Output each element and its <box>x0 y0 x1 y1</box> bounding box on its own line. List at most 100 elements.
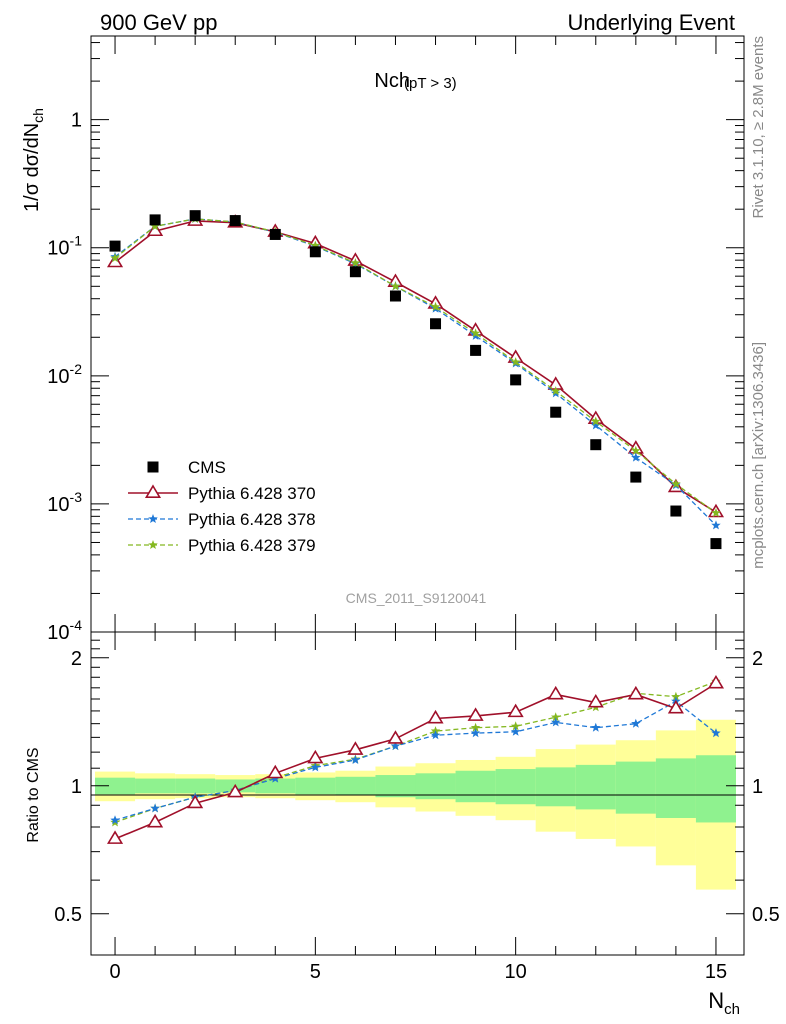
green-band-segment <box>295 777 336 795</box>
series-line <box>114 680 717 824</box>
ratio-y-tick-label-left: 1 <box>71 776 82 798</box>
x-axis-label: Nch <box>708 988 740 1018</box>
series-2 <box>110 213 721 530</box>
data-point-legend <box>148 540 158 549</box>
data-point-6 <box>349 266 361 278</box>
ratio-ticks: 0.5 0.5 1 1 2 2 0 5 10 15 <box>54 632 780 983</box>
x-tick-label: 0 <box>109 961 120 983</box>
x-tick-label: 5 <box>310 961 321 983</box>
data-point-8 <box>427 709 444 724</box>
series-line <box>114 682 717 840</box>
green-band-segment <box>375 775 416 798</box>
y-axis-label-main: 1/σ dσ/dN <box>21 123 43 212</box>
green-band-segment <box>695 755 736 823</box>
series-line <box>114 700 717 821</box>
legend-item-0: CMS <box>147 458 226 477</box>
legend-item-3: Pythia 6.428 379 <box>128 536 316 555</box>
data-point-6 <box>350 258 361 268</box>
data-point-3 <box>229 215 241 227</box>
ratio-y-tick-label-left: 2 <box>71 648 82 670</box>
green-band-segment <box>135 778 176 794</box>
data-point-1 <box>149 214 161 226</box>
ratio-series <box>106 674 725 844</box>
legend-label: Pythia 6.428 379 <box>188 536 316 555</box>
data-point-11 <box>551 712 561 722</box>
y-tick-label-base: 10 <box>47 494 69 516</box>
data-point-8 <box>430 318 442 330</box>
data-point-14 <box>671 691 681 701</box>
mcplots-label: mcplots.cern.ch [arXiv:1306.3436] <box>750 342 767 569</box>
data-point-15 <box>707 674 725 689</box>
ratio-panel: 0.5 0.5 1 1 2 2 0 5 10 15 Ratio to CMS Nch <box>25 631 780 1018</box>
ratio-y-tick-label-left: 0.5 <box>54 904 82 926</box>
ratio-bands <box>95 719 736 890</box>
series-line <box>114 218 717 514</box>
data-point-14 <box>671 479 681 489</box>
data-point-15 <box>711 728 721 738</box>
data-point-6 <box>350 755 361 764</box>
y-axis-label-sub: ch <box>30 108 46 123</box>
x-axis-label-sub: ch <box>724 1001 740 1018</box>
data-point-0 <box>110 815 120 825</box>
data-point-13 <box>631 718 641 728</box>
data-point-14 <box>667 699 684 714</box>
data-point-9 <box>467 707 484 721</box>
data-point-11 <box>551 386 561 396</box>
data-point-1 <box>147 222 164 237</box>
data-point-10 <box>510 721 521 731</box>
data-point-11 <box>551 717 561 727</box>
ratio-y-tick-label-right: 2 <box>752 648 763 670</box>
legend-label: Pythia 6.428 378 <box>188 510 316 529</box>
data-point-12 <box>587 693 604 708</box>
green-band-segment <box>175 778 216 794</box>
y-tick-label: 10-4 <box>47 617 82 644</box>
y-tick-label-base: 10 <box>47 622 69 644</box>
data-point-12 <box>591 416 601 426</box>
ratio-y-axis-label: Ratio to CMS <box>25 747 42 842</box>
data-point-9 <box>470 728 481 738</box>
data-point-6 <box>347 741 364 755</box>
data-point-15 <box>711 520 721 530</box>
data-point-0 <box>106 830 124 844</box>
main-title-sub: (pT > 3) <box>404 75 457 92</box>
data-point-1 <box>150 803 160 813</box>
data-point-0 <box>106 253 124 268</box>
data-point-7 <box>387 730 404 744</box>
data-point-5 <box>310 240 321 250</box>
legend-item-2: Pythia 6.428 378 <box>128 510 316 529</box>
data-point-7 <box>390 741 401 751</box>
green-band-segment <box>455 770 496 803</box>
data-point-8 <box>430 301 441 311</box>
green-band-segment <box>655 758 696 818</box>
rivet-label: Rivet 3.1.10, ≥ 2.8M events <box>750 36 767 219</box>
data-point-5 <box>307 749 324 764</box>
data-point-9 <box>470 722 481 732</box>
data-point-14 <box>670 505 682 517</box>
legend-label: CMS <box>188 458 226 477</box>
data-point-7 <box>389 290 401 302</box>
x-tick-label: 10 <box>505 961 527 983</box>
y-tick-label-base: 10 <box>47 238 69 260</box>
data-point-5 <box>310 762 321 772</box>
green-band-segment <box>495 769 536 805</box>
main-ticks: 10-410-310-210-11 <box>47 36 744 644</box>
main-panel: 10-410-310-210-11 Nch (pT > 3) 1/σ dσ/dN… <box>21 35 745 644</box>
header-right-label: Underlying Event <box>567 10 735 35</box>
ratio-y-tick-label-right: 0.5 <box>752 904 780 926</box>
ratio-frame <box>90 631 745 956</box>
y-tick-label-exp: -4 <box>70 617 83 633</box>
header-left-label: 900 GeV pp <box>100 10 217 35</box>
y-axis-label: 1/σ dσ/dNch <box>21 108 46 212</box>
green-band-segment <box>95 777 136 795</box>
data-point-11 <box>547 685 564 700</box>
data-point-13 <box>630 471 642 483</box>
legend: CMS Pythia 6.428 370 Pythia 6.428 378 Pythi… <box>128 458 316 555</box>
data-point-1 <box>147 813 164 828</box>
x-tick-label: 15 <box>705 961 727 983</box>
y-tick-label-exp: -1 <box>70 233 83 249</box>
data-point-10 <box>510 726 521 736</box>
y-tick-label: 10-3 <box>47 489 82 516</box>
y-tick-label-exp: -3 <box>70 489 83 505</box>
data-point-13 <box>627 685 644 700</box>
data-point-legend <box>147 461 159 473</box>
